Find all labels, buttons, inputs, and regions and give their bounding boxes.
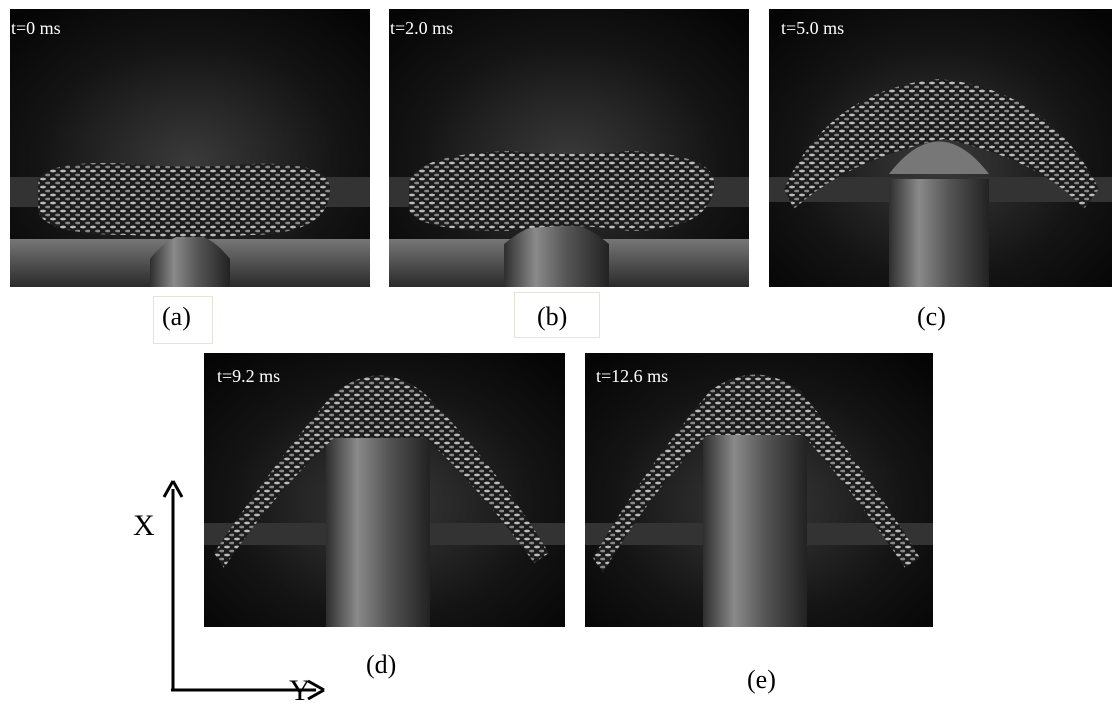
panel-label: (d) (366, 650, 396, 680)
photo (9, 9, 371, 287)
time-stamp: t=0 ms (11, 18, 61, 39)
panel-label: (b) (537, 302, 567, 332)
photo (389, 9, 749, 287)
panel-label: (c) (917, 302, 946, 332)
panel-label: (e) (747, 665, 776, 695)
axis-label: Y (289, 674, 311, 708)
axes-arrows (160, 475, 330, 700)
time-stamp: t=9.2 ms (217, 366, 280, 387)
panel-label: (a) (162, 302, 191, 332)
axis-label: X (133, 509, 155, 543)
time-stamp: t=5.0 ms (781, 18, 844, 39)
time-stamp: t=12.6 ms (596, 366, 668, 387)
photo (585, 353, 933, 627)
figure: t=0 ms t=2.0 ms t=5.0 ms t=9.2 ms t=12.6… (0, 0, 1112, 709)
time-stamp: t=2.0 ms (390, 18, 453, 39)
photo (769, 9, 1112, 287)
